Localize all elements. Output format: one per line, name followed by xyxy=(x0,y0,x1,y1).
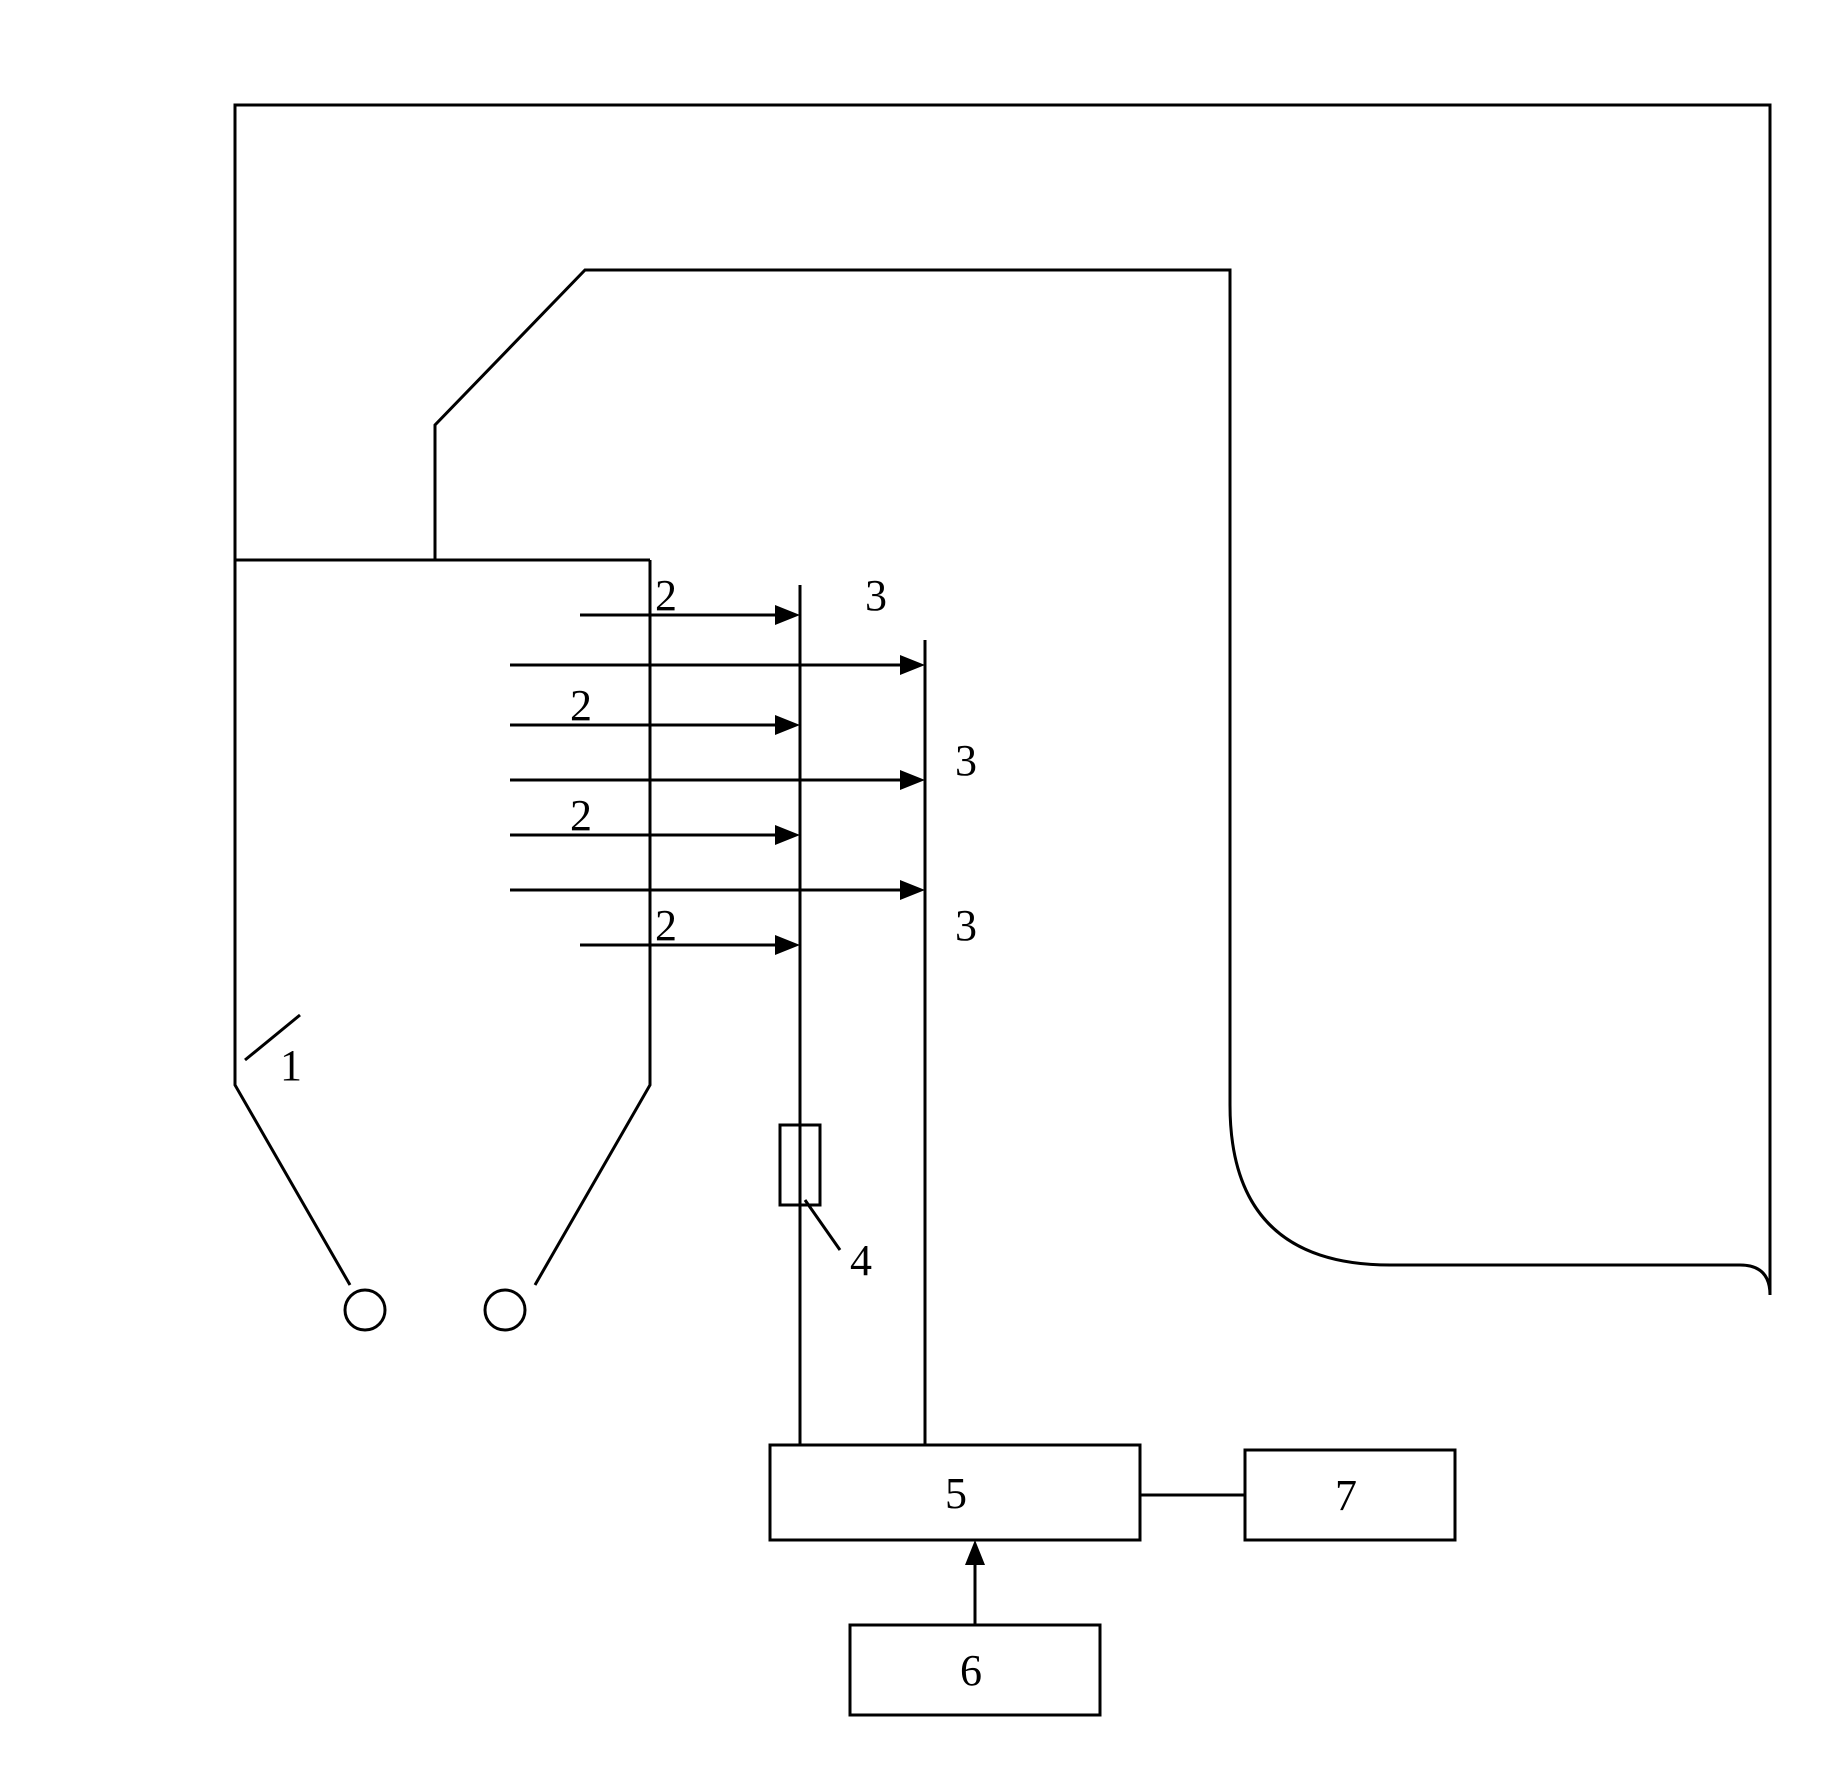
arrow-3-head-1 xyxy=(900,655,925,675)
arrow-2-head-2 xyxy=(775,715,800,735)
arrow-3-head-2 xyxy=(900,770,925,790)
outlet-circle-right xyxy=(485,1290,525,1330)
label-5: 5 xyxy=(945,1468,967,1519)
label-2-4: 2 xyxy=(655,900,677,951)
arrow-2-head-4 xyxy=(775,935,800,955)
label-4: 4 xyxy=(850,1235,872,1286)
arrow-2-head-3 xyxy=(775,825,800,845)
arrow-3-head-3 xyxy=(900,880,925,900)
label-6: 6 xyxy=(960,1645,982,1696)
label-3-2: 3 xyxy=(955,735,977,786)
diagram-svg xyxy=(0,0,1826,1782)
outlet-circle-left xyxy=(345,1290,385,1330)
label-3-3: 3 xyxy=(955,900,977,951)
label-2-3: 2 xyxy=(570,790,592,841)
label-3-1: 3 xyxy=(865,570,887,621)
vessel-body xyxy=(235,560,650,1285)
valve-leader xyxy=(805,1200,840,1250)
label-7: 7 xyxy=(1335,1470,1357,1521)
label-2-2: 2 xyxy=(570,680,592,731)
conn-6-5-head xyxy=(965,1540,985,1565)
arrow-2-head-1 xyxy=(775,605,800,625)
label-2-1: 2 xyxy=(655,570,677,621)
label-1: 1 xyxy=(280,1040,302,1091)
outer-boundary xyxy=(235,105,1770,1295)
